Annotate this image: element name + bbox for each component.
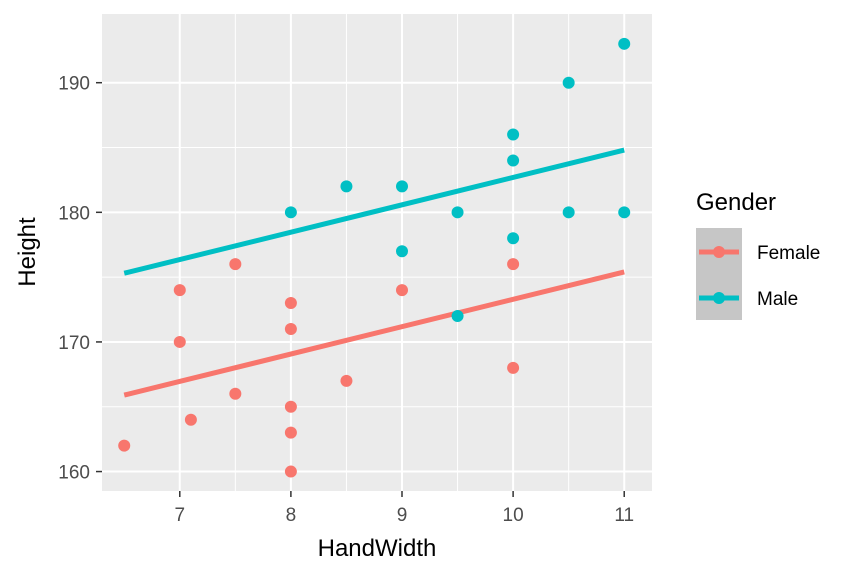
legend-items: Female Male [699, 243, 820, 310]
point-female [284, 322, 297, 335]
point-male [340, 180, 353, 193]
point-male [284, 206, 297, 219]
y-tick-label: 160 [58, 463, 90, 484]
y-tick-label: 190 [58, 74, 90, 95]
point-female [340, 374, 353, 387]
data-points [118, 37, 631, 478]
point-male [451, 310, 464, 323]
legend-key-point-female [713, 246, 725, 258]
point-female [284, 297, 297, 310]
point-female [284, 400, 297, 413]
y-axis-ticks: 160 170 180 190 [58, 74, 102, 484]
y-tick-label: 180 [58, 203, 90, 224]
legend-keys-background [696, 228, 742, 320]
fit-line-female [123, 269, 625, 398]
legend-title: Gender [696, 189, 776, 216]
point-male [618, 37, 631, 50]
x-tick-label: 11 [614, 505, 634, 526]
point-female [118, 439, 131, 452]
x-axis-title: HandWidth [318, 535, 437, 562]
point-male [451, 206, 464, 219]
point-female [229, 258, 242, 271]
x-tick-label: 8 [286, 505, 297, 526]
point-female [507, 258, 520, 271]
legend-key-point-male [713, 292, 725, 304]
point-female [396, 284, 408, 297]
x-tick-label: 10 [503, 505, 524, 526]
point-female [284, 465, 297, 478]
point-female [184, 413, 197, 426]
fit-line-male [123, 147, 625, 276]
point-female [284, 426, 297, 439]
point-female [173, 284, 186, 297]
fit-lines [123, 147, 625, 398]
point-male [507, 232, 520, 245]
point-male [396, 245, 408, 258]
grid-minor [102, 14, 652, 491]
point-male [396, 180, 408, 193]
point-female [229, 387, 242, 400]
point-male [562, 206, 575, 219]
legend-label-female: Female [757, 243, 820, 264]
x-tick-label: 7 [174, 505, 185, 526]
x-tick-label: 9 [397, 505, 408, 526]
legend-label-male: Male [757, 289, 798, 310]
point-male [507, 154, 520, 167]
point-male [562, 76, 575, 89]
point-female [173, 335, 186, 348]
y-tick-label: 170 [58, 333, 90, 354]
y-axis-title: Height [14, 217, 41, 287]
point-male [618, 206, 631, 219]
x-axis-ticks: 7 8 9 10 11 [174, 491, 634, 526]
point-female [507, 361, 520, 374]
legend: Gender Female Male [696, 189, 820, 320]
panel-background [102, 14, 652, 491]
point-male [507, 128, 520, 141]
